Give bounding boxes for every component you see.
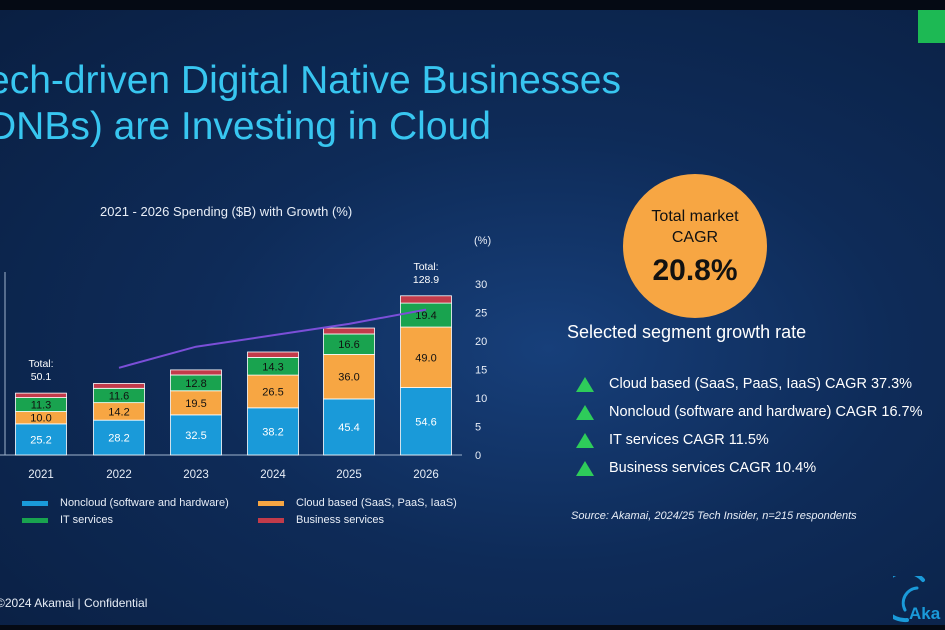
segment-item: Noncloud (software and hardware) CAGR 16… (576, 398, 923, 426)
up-triangle-icon (576, 460, 594, 476)
segment-item: Business services CAGR 10.4% (576, 454, 923, 482)
up-triangle-icon (576, 432, 594, 448)
bar-segment-noncloud (170, 414, 222, 456)
slide-title-line-2: DNBs) are Investing in Cloud (0, 105, 491, 148)
right-axis-tick: 20 (475, 336, 487, 348)
data-label-it-services: 12.8 (185, 378, 206, 390)
data-label-cloud: 19.5 (185, 398, 206, 410)
slide-title-line-1: ech-driven Digital Native Businesses (0, 59, 621, 102)
total-label: Total: (413, 261, 438, 273)
bar-segment-business-services (323, 327, 375, 335)
right-axis-tick: 15 (475, 365, 487, 377)
data-label-cloud: 36.0 (338, 372, 359, 384)
data-label-it-services: 11.3 (31, 400, 52, 412)
total-market-cagr-badge: Total market CAGR 20.8% (623, 174, 767, 318)
cagr-label: Total market CAGR (623, 206, 767, 248)
legend-item-it-services: IT services (22, 514, 113, 526)
data-label-noncloud: 54.6 (415, 416, 436, 428)
data-label-it-services: 19.4 (415, 310, 436, 322)
bar-segment-cloud (400, 326, 452, 388)
bar-segment-cloud (170, 390, 222, 416)
data-label-cloud: 14.2 (108, 406, 129, 418)
legend-item-business-services: Business services (258, 514, 384, 526)
logo-wordmark: Aka (909, 604, 941, 623)
up-triangle-icon (576, 376, 594, 392)
data-label-it-services: 14.3 (262, 361, 283, 373)
legend-item-cloud: Cloud based (SaaS, PaaS, IaaS) (258, 497, 457, 509)
bar-segment-business-services (170, 369, 222, 376)
slide-title: ech-driven Digital Native Businesses DNB… (0, 58, 621, 150)
akamai-logo: Aka (893, 576, 941, 623)
data-label-noncloud: 28.2 (108, 433, 129, 445)
right-axis-tick: 0 (475, 450, 481, 462)
slide: ech-driven Digital Native Businesses DNB… (0, 10, 945, 625)
footer-copyright: ©2024 Akamai | Confidential (0, 596, 148, 610)
x-tick-label: 2021 (28, 469, 54, 481)
cagr-label-line-2: CAGR (671, 229, 719, 246)
bar-segment-noncloud (247, 407, 299, 456)
right-axis-tick: 30 (475, 279, 487, 291)
legend-label-cloud: Cloud based (SaaS, PaaS, IaaS) (296, 497, 457, 509)
bar-segment-business-services (15, 392, 67, 398)
legend-swatch-noncloud (22, 500, 48, 506)
data-label-cloud: 10.0 (30, 413, 51, 425)
data-label-cloud: 26.5 (262, 386, 283, 398)
data-label-noncloud: 45.4 (338, 422, 359, 434)
source-note: Source: Akamai, 2024/25 Tech Insider, n=… (571, 510, 857, 522)
total-value: 50.1 (31, 371, 52, 383)
x-tick-label: 2022 (106, 469, 132, 481)
bar-segment-noncloud (323, 398, 375, 456)
right-axis-tick: 10 (475, 393, 487, 405)
x-tick-label: 2026 (413, 469, 439, 481)
segment-item-label: Business services CAGR 10.4% (609, 460, 817, 476)
chart-title: 2021 - 2026 Spending ($B) with Growth (%… (100, 204, 353, 219)
segment-item: Cloud based (SaaS, PaaS, IaaS) CAGR 37.3… (576, 370, 923, 398)
cagr-value: 20.8% (652, 254, 738, 287)
data-label-noncloud: 38.2 (262, 426, 283, 438)
stacked-bar-chart: 25.2 10.011.3 2021 28.2 14.2 11.6 2022 32.5 19.5… (0, 235, 491, 481)
data-label-noncloud: 32.5 (185, 430, 206, 442)
data-label-it-services: 11.6 (109, 390, 130, 402)
bar-segment-cloud (247, 374, 299, 409)
segment-item-label: Cloud based (SaaS, PaaS, IaaS) CAGR 37.3… (609, 376, 913, 392)
corner-tab (918, 10, 945, 43)
up-triangle-icon (576, 404, 594, 420)
segment-growth-list: Cloud based (SaaS, PaaS, IaaS) CAGR 37.3… (576, 370, 923, 482)
cagr-label-line-1: Total market (651, 208, 739, 225)
bar-segment-noncloud (400, 387, 452, 456)
right-axis-label: (%) (474, 235, 491, 247)
legend-label-noncloud: Noncloud (software and hardware) (60, 497, 229, 509)
segment-item: IT services CAGR 11.5% (576, 426, 923, 454)
growth-line (118, 308, 427, 369)
segment-item-label: Noncloud (software and hardware) CAGR 16… (609, 404, 923, 420)
total-label: Total: (28, 358, 53, 370)
segment-growth-title: Selected segment growth rate (567, 322, 807, 342)
legend-label-it-services: IT services (60, 514, 113, 526)
data-label-cloud: 49.0 (415, 352, 436, 364)
x-tick-label: 2023 (183, 469, 209, 481)
legend-swatch-business-services (258, 517, 284, 523)
segment-item-label: IT services CAGR 11.5% (609, 432, 769, 448)
data-label-noncloud: 25.2 (30, 434, 51, 446)
right-axis-tick: 25 (475, 308, 487, 320)
legend-swatch-cloud (258, 500, 284, 506)
x-tick-label: 2024 (260, 469, 286, 481)
x-tick-label: 2025 (336, 469, 362, 481)
data-label-it-services: 16.6 (338, 339, 359, 351)
bar-segment-business-services (400, 295, 452, 304)
total-value: 128.9 (413, 274, 439, 286)
legend-swatch-it-services (22, 517, 48, 523)
right-axis-tick: 5 (475, 422, 481, 434)
legend-item-noncloud: Noncloud (software and hardware) (22, 497, 229, 509)
bar-segment-business-services (93, 383, 145, 389)
bar-segment-business-services (247, 351, 299, 358)
legend-label-business-services: Business services (296, 514, 385, 526)
bar-segment-noncloud (93, 419, 145, 456)
